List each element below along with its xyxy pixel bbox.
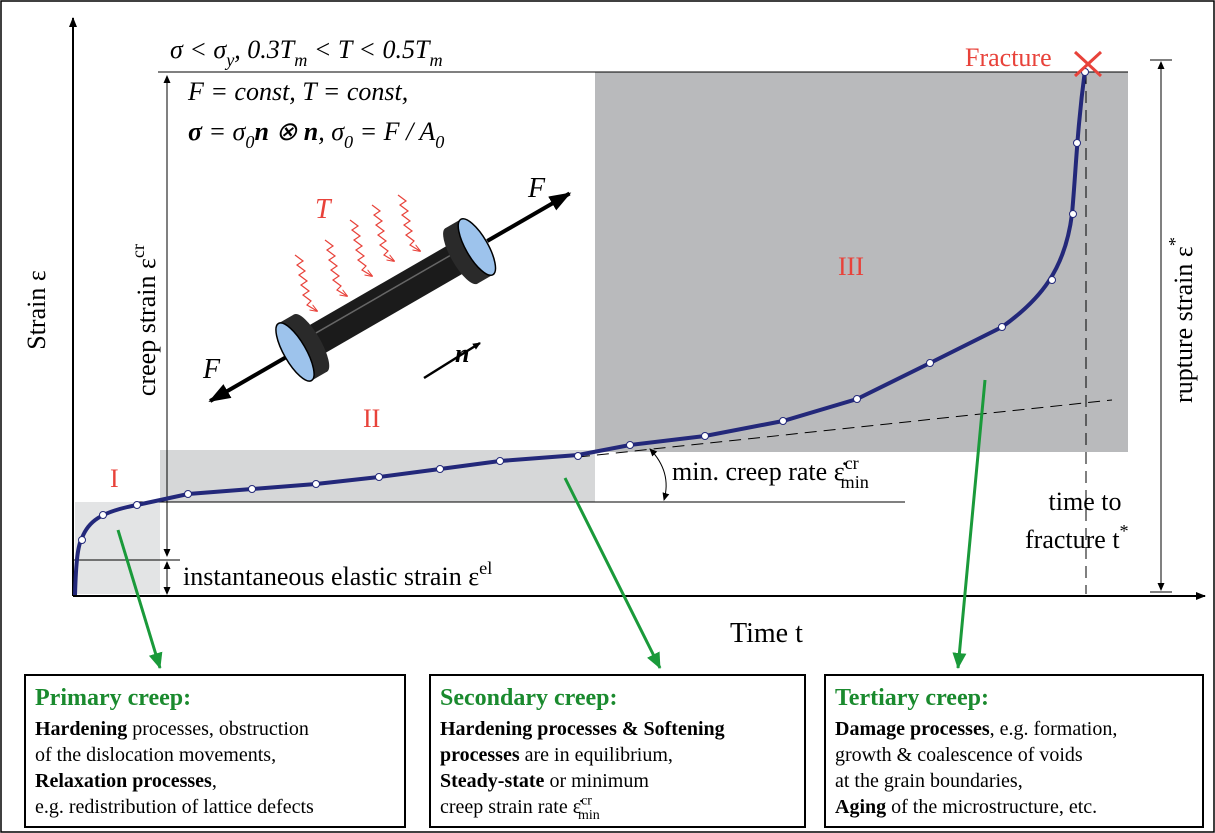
- text-part: III: [838, 252, 864, 281]
- text-part: cr: [845, 453, 859, 473]
- label-fracture: Fracture: [965, 43, 1052, 72]
- text-part: < T < 0.5T: [307, 35, 431, 64]
- text-part: T: [315, 194, 333, 225]
- text-part: I: [110, 464, 119, 493]
- text-part: at the grain boundaries,: [835, 770, 1023, 792]
- text-part: Hardening: [35, 718, 127, 740]
- label-time-to: time to: [1049, 487, 1122, 516]
- text-part: ⊗: [269, 117, 304, 146]
- label-force-left: F: [202, 354, 221, 385]
- label-time-axis: Time t: [730, 618, 803, 649]
- text-part: = F / A: [353, 117, 435, 146]
- text-part: of the dislocation movements,: [35, 744, 276, 766]
- box-line: Damage processes, e.g. formation,: [835, 718, 1117, 740]
- text-part: instantaneous elastic strain ε: [183, 562, 479, 591]
- text-part: min: [578, 808, 600, 823]
- text-part: rupture strain ε: [1169, 246, 1198, 403]
- label-load2: σ = σ0n ⊗ n, σ0 = F / A0: [188, 117, 444, 152]
- label-conditions: σ < σy, 0.3Tm < T < 0.5Tm: [170, 35, 443, 70]
- text-part: are in equilibrium,: [520, 744, 673, 766]
- text-part: n: [304, 117, 318, 146]
- normal-arrow: [424, 343, 480, 378]
- text-part: , σ: [318, 117, 345, 146]
- text-part: fracture t: [1025, 525, 1120, 554]
- label-rupture-strain: rupture strain ε*: [1165, 237, 1198, 403]
- text-part: creep strain rate ε̇: [440, 796, 583, 818]
- label-normal: n: [455, 339, 469, 368]
- box-line: e.g. redistribution of lattice defects: [35, 796, 314, 818]
- text-part: growth & coalescence of voids: [835, 744, 1083, 766]
- specimen: [194, 165, 586, 430]
- label-elastic: instantaneous elastic strain εel: [183, 558, 492, 591]
- text-part: F: [202, 354, 221, 385]
- box-line: growth & coalescence of voids: [835, 744, 1083, 766]
- text-part: ,: [212, 770, 217, 792]
- text-part: σ: [188, 117, 203, 146]
- label-fracture-time: fracture t*: [1025, 521, 1129, 554]
- text-part: σ < σ: [170, 35, 227, 64]
- text-part: F = const, T = const,: [187, 77, 408, 106]
- text-part: F: [527, 173, 546, 204]
- text-part: Damage processes: [835, 718, 990, 740]
- box-line: processes are in equilibrium,: [440, 744, 673, 766]
- text-part: Time t: [730, 618, 803, 649]
- text-part: Fracture: [965, 43, 1052, 72]
- regions: [75, 72, 1128, 594]
- box-line: Relaxation processes,: [35, 770, 217, 792]
- text-part: processes: [440, 744, 520, 766]
- text-part: m: [294, 50, 307, 70]
- text-part: 0: [245, 132, 254, 152]
- text-part: processes, obstruction: [127, 718, 309, 740]
- text-part: 0: [435, 132, 444, 152]
- text-part: of the microstructure, etc.: [886, 796, 1097, 818]
- box-line: of the dislocation movements,: [35, 744, 276, 766]
- text-part: cr: [581, 794, 592, 809]
- box-line: Hardening processes & Softening: [440, 718, 725, 740]
- label-load1: F = const, T = const,: [187, 77, 408, 106]
- text-part: = σ: [202, 117, 247, 146]
- box-line: Steady-state or minimum: [440, 770, 649, 792]
- box-title: Secondary creep:: [440, 685, 618, 711]
- text-part: Strain ε: [22, 270, 51, 350]
- label-stage2: II: [363, 404, 380, 433]
- box-line: Aging of the microstructure, etc.: [835, 796, 1097, 818]
- text-part: min: [841, 472, 869, 492]
- creep-diagram: σ < σy, 0.3Tm < T < 0.5Tm F = const, T = …: [0, 0, 1215, 833]
- box-title: Tertiary creep:: [835, 685, 989, 711]
- text-part: or minimum: [544, 770, 649, 792]
- text-part: el: [479, 558, 492, 578]
- text-part: n: [455, 339, 469, 368]
- text-part: Steady-state: [440, 770, 545, 792]
- label-temperature: T: [315, 194, 333, 225]
- label-creep-strain: creep strain εcr: [128, 244, 161, 396]
- text-part: time to: [1049, 487, 1122, 516]
- text-part: II: [363, 404, 380, 433]
- text-part: cr: [128, 244, 148, 258]
- label-stage3: III: [838, 252, 864, 281]
- text-part: *: [1165, 237, 1185, 246]
- label-stage1: I: [110, 464, 119, 493]
- text-part: Relaxation processes: [35, 770, 212, 792]
- label-force-top: F: [527, 173, 546, 204]
- label-strain-axis: Strain ε: [22, 270, 51, 350]
- box-title: Primary creep:: [35, 685, 191, 711]
- text-part: Hardening processes & Softening: [440, 718, 725, 740]
- text-part: Aging: [835, 796, 886, 818]
- text-part: min. creep rate ε̇: [672, 457, 847, 486]
- text-part: e.g. redistribution of lattice defects: [35, 796, 314, 818]
- text-part: m: [429, 50, 442, 70]
- text-part: 0: [344, 132, 353, 152]
- text-part: *: [1120, 521, 1129, 541]
- text-part: creep strain ε: [132, 258, 161, 396]
- text-part: n: [254, 117, 268, 146]
- box-line: Hardening processes, obstruction: [35, 718, 309, 740]
- text-part: , e.g. formation,: [990, 718, 1118, 740]
- text-part: , 0.3T: [234, 35, 296, 64]
- box-line: at the grain boundaries,: [835, 770, 1023, 792]
